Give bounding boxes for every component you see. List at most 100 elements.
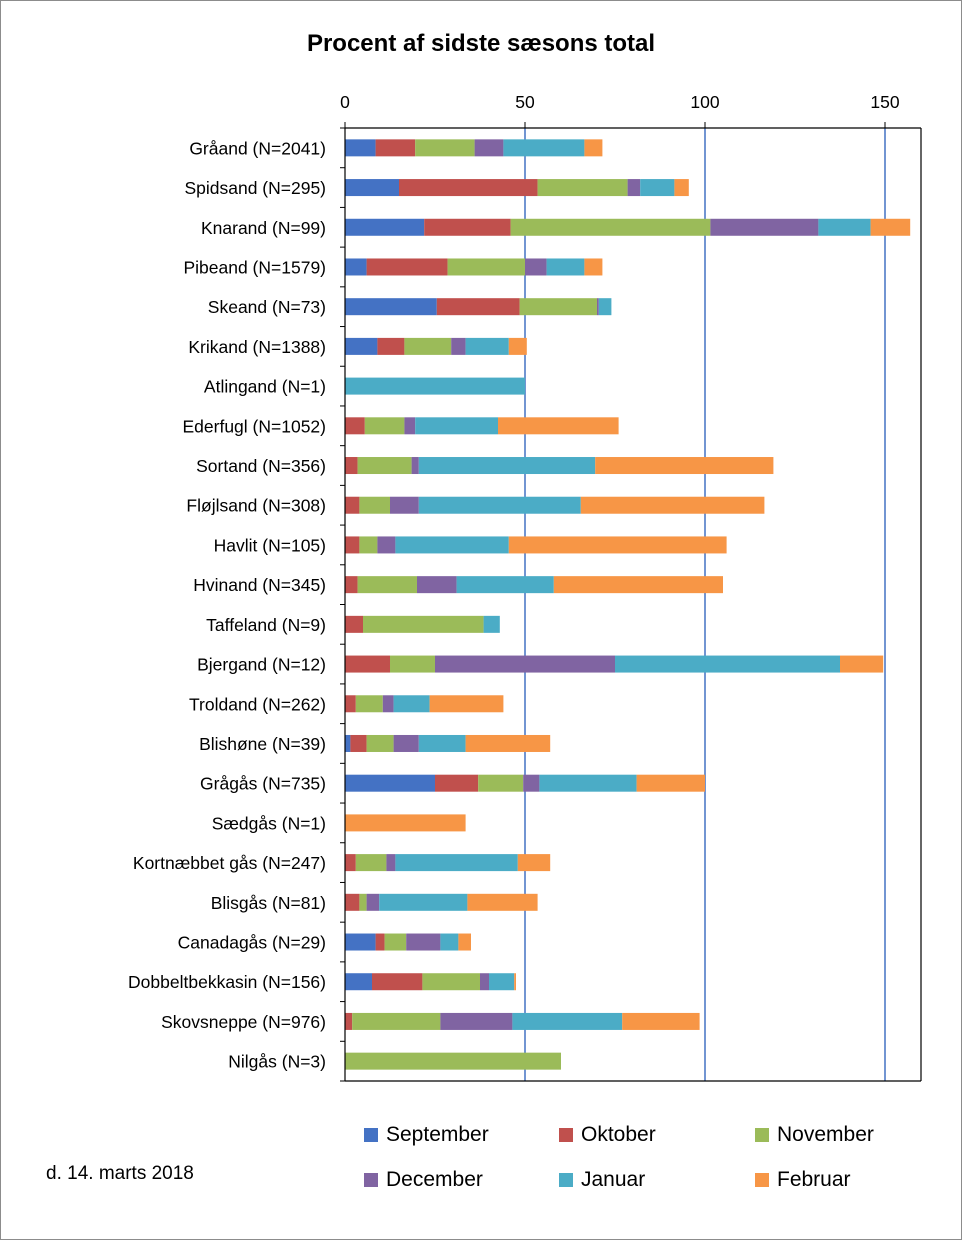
bar-segment xyxy=(429,695,504,713)
bar-segment xyxy=(580,496,765,514)
bar-segment xyxy=(366,258,448,276)
bar-segment xyxy=(345,417,365,435)
bar-segment xyxy=(474,139,504,157)
bar-segment xyxy=(399,179,538,197)
legend-swatch xyxy=(364,1128,378,1142)
bar-segment xyxy=(359,893,367,911)
bar-segment xyxy=(386,854,396,872)
bar-segment xyxy=(345,536,360,554)
bar-segment xyxy=(345,576,358,594)
bar-segment xyxy=(598,298,612,316)
bar-segment xyxy=(415,139,475,157)
category-label: Fløjlsand (N=308) xyxy=(186,496,326,516)
bar-segment xyxy=(417,576,457,594)
bar-segment xyxy=(595,457,774,475)
bar-segment xyxy=(345,615,363,633)
category-label: Bjergand (N=12) xyxy=(197,655,326,675)
category-label: Taffeland (N=9) xyxy=(206,615,326,635)
bar-segment xyxy=(870,218,911,236)
bar-segment xyxy=(404,337,452,355)
bar-segment xyxy=(483,615,500,633)
bar-segment xyxy=(345,218,425,236)
bar-segment xyxy=(382,695,394,713)
bar-segment xyxy=(377,337,405,355)
bar-segment xyxy=(418,496,581,514)
bar-segment xyxy=(345,774,435,792)
bar-segment xyxy=(440,933,459,951)
legend-swatch xyxy=(559,1173,573,1187)
bar-segment xyxy=(404,417,416,435)
bar-segment xyxy=(418,734,466,752)
bar-segment xyxy=(355,854,387,872)
bar-segment xyxy=(418,457,596,475)
chart-title: Procent af sidste sæsons total xyxy=(306,30,656,57)
category-label: Sædgås (N=1) xyxy=(212,813,326,833)
bar-segment xyxy=(498,417,619,435)
bar-segment xyxy=(622,1012,700,1030)
bar-segment xyxy=(537,179,628,197)
bar-segment xyxy=(510,218,711,236)
bar-segment xyxy=(366,734,394,752)
category-label: Blishøne (N=39) xyxy=(199,734,326,754)
legend-item-januar: Januar xyxy=(559,1168,645,1192)
bar-segment xyxy=(345,496,360,514)
category-label: Grågås (N=735) xyxy=(200,774,326,794)
bar-segment xyxy=(345,893,360,911)
bar-segment xyxy=(377,536,396,554)
bar-segment xyxy=(390,655,435,673)
legend-label: Februar xyxy=(777,1168,851,1191)
bar-segment xyxy=(345,377,525,395)
bar-segment xyxy=(393,734,419,752)
legend-item-november: November xyxy=(755,1123,874,1147)
bar-segment xyxy=(345,695,356,713)
bar-segment xyxy=(514,973,516,991)
bar-segment xyxy=(345,655,390,673)
bar-segment xyxy=(345,734,351,752)
bar-segment xyxy=(363,615,484,633)
category-label: Skeand (N=73) xyxy=(208,297,326,317)
legend-item-oktober: Oktober xyxy=(559,1123,656,1147)
bar-segment xyxy=(489,973,515,991)
bar-segment xyxy=(523,774,540,792)
legend-swatch xyxy=(364,1173,378,1187)
category-label: Dobbeltbekkasin (N=156) xyxy=(128,972,326,992)
date-label: d. 14. marts 2018 xyxy=(46,1163,194,1184)
bar-segment xyxy=(345,139,376,157)
bar-segment xyxy=(480,973,489,991)
category-label: Kortnæbbet gås (N=247) xyxy=(133,853,326,873)
bar-segment xyxy=(512,1012,623,1030)
bar-segment xyxy=(366,893,380,911)
bar-segment xyxy=(395,536,509,554)
bar-segment xyxy=(359,496,390,514)
legend-item-september: September xyxy=(364,1123,489,1147)
bar-segment xyxy=(467,893,538,911)
bar-segment xyxy=(415,417,498,435)
bar-segment xyxy=(519,298,597,316)
bar-segment xyxy=(345,258,367,276)
legend-label: December xyxy=(386,1168,483,1191)
bar-segment xyxy=(458,933,471,951)
x-tick-label: 0 xyxy=(340,92,350,112)
bar-segment xyxy=(674,179,689,197)
bar-segment xyxy=(379,893,468,911)
bar-segment xyxy=(345,814,466,832)
bar-segment xyxy=(539,774,637,792)
bar-segment xyxy=(636,774,705,792)
legend-item-februar: Februar xyxy=(755,1168,851,1192)
bar-segment xyxy=(710,218,819,236)
bar-segment xyxy=(440,1012,513,1030)
bar-segment xyxy=(465,734,551,752)
bar-segment xyxy=(345,179,399,197)
bar-segment xyxy=(372,973,423,991)
bar-segment xyxy=(508,337,527,355)
bar-segment xyxy=(478,774,524,792)
bar-segment xyxy=(436,298,520,316)
category-label: Pibeand (N=1579) xyxy=(183,257,326,277)
bar-segment xyxy=(818,218,871,236)
bar-segment xyxy=(393,695,430,713)
bar-segment xyxy=(584,258,603,276)
bar-segment xyxy=(597,298,599,316)
bar-segment xyxy=(546,258,585,276)
bar-segment xyxy=(345,337,378,355)
